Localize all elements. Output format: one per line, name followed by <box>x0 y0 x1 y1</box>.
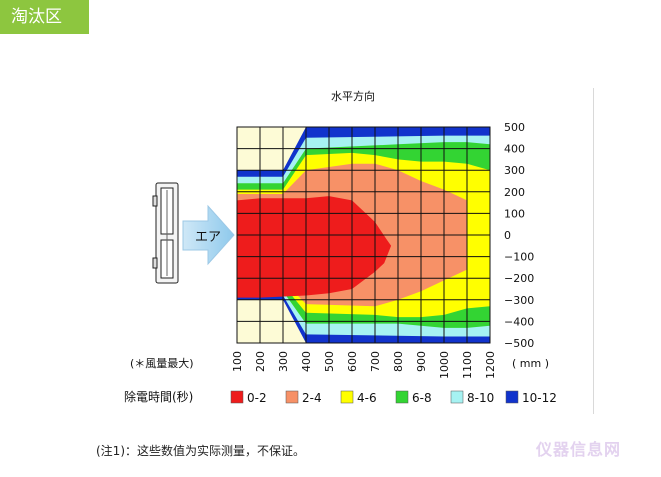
legend-swatch-8-10 <box>450 390 464 404</box>
grid-lines <box>237 127 490 343</box>
x-tick-label: 500 <box>323 351 336 372</box>
legend-label: 2-4 <box>302 391 322 405</box>
legend-label: 6-8 <box>412 391 432 405</box>
x-unit-label: ( mm ) <box>512 357 549 370</box>
legend-swatch-6-8 <box>395 390 409 404</box>
y-tick-label: −500 <box>504 337 534 350</box>
legend-label: 8-10 <box>467 391 494 405</box>
y-axis-ticks: 500 400 300 200 100 0 −100 −200 −300 −400 −500 <box>504 121 534 350</box>
contour-band-0-2 <box>237 196 392 298</box>
plot-border <box>236 126 491 344</box>
section-tab: 淘汰区 <box>0 0 89 34</box>
y-tick-label: −200 <box>504 272 534 285</box>
x-axis-ticks: 100 200 300 400 500 600 700 800 900 1000 1100 1200 <box>231 351 497 379</box>
x-tick-label: 700 <box>369 351 382 372</box>
legend: 0-2 2-4 4-6 6-8 8-10 10-12 <box>230 390 557 405</box>
legend-swatch-10-12 <box>505 390 519 404</box>
x-tick-label: 400 <box>300 351 313 372</box>
x-tick-label: 200 <box>254 351 267 372</box>
x-tick-label: 100 <box>231 351 244 372</box>
y-tick-label: −300 <box>504 294 534 307</box>
legend-label: 0-2 <box>247 391 267 405</box>
x-tick-label: 1100 <box>461 351 474 379</box>
watermark-logo: 仪器信息网 <box>536 440 622 459</box>
legend-swatch-2-4 <box>285 390 299 404</box>
y-tick-label: 400 <box>504 143 525 156</box>
y-tick-label: 200 <box>504 186 525 199</box>
y-tick-label: 300 <box>504 164 525 177</box>
x-tick-label: 300 <box>277 351 290 372</box>
x-tick-label: 1200 <box>484 351 497 379</box>
legend-swatch-0-2 <box>230 390 244 404</box>
x-tick-label: 600 <box>346 351 359 372</box>
y-tick-label: 500 <box>504 121 525 134</box>
y-tick-label: 100 <box>504 207 525 220</box>
ionizer-device-illustration <box>152 182 179 284</box>
max-airflow-note: (＊風量最大) <box>130 356 194 370</box>
footnote: (注1)：这些数值为实际测量，不保证。 <box>96 444 305 458</box>
legend-label: 4-6 <box>357 391 377 405</box>
legend-label: 10-12 <box>522 391 557 405</box>
divider-line <box>593 88 594 414</box>
x-tick-label: 800 <box>392 351 405 372</box>
air-arrow <box>182 204 235 266</box>
y-tick-label: −400 <box>504 315 534 328</box>
legend-swatch-4-6 <box>340 390 354 404</box>
x-tick-label: 1000 <box>438 351 451 379</box>
legend-title: 除電時間(秒) <box>124 389 193 404</box>
y-tick-label: 0 <box>504 229 511 242</box>
chart-title: 水平方向 <box>331 89 375 103</box>
y-tick-label: −100 <box>504 251 534 264</box>
x-tick-label: 900 <box>415 351 428 372</box>
air-label: エア <box>195 230 221 245</box>
